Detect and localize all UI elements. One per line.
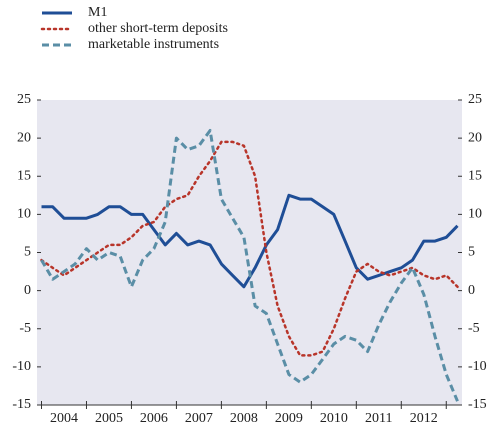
- y-tick-label: 5: [24, 245, 31, 260]
- y-tick-label: 20: [17, 130, 31, 145]
- x-tick-label: 2005: [95, 411, 123, 426]
- y-tick-label: -5: [19, 321, 31, 336]
- x-tick-label: 2004: [50, 411, 78, 426]
- plot-area: [37, 100, 462, 405]
- x-tick-label: 2009: [275, 411, 303, 426]
- y-tick-label: -10: [12, 359, 31, 374]
- y2-tick-label: 5: [468, 245, 475, 260]
- x-tick-label: 2011: [365, 411, 392, 426]
- x-tick-label: 2008: [230, 411, 258, 426]
- y-tick-label: 25: [17, 92, 31, 107]
- legend-label: other short-term deposits: [88, 21, 228, 36]
- x-tick-label: 2012: [410, 411, 438, 426]
- x-tick-label: 2006: [140, 411, 168, 426]
- y2-tick-label: 0: [468, 283, 475, 298]
- y-tick-label: -15: [12, 397, 31, 412]
- series-line: [40, 129, 459, 402]
- y2-tick-label: 25: [468, 92, 482, 107]
- y-tick-label: 10: [17, 207, 31, 222]
- series-line: [40, 140, 459, 357]
- x-tick-label: 2007: [185, 411, 213, 426]
- legend-label: marketable instruments: [88, 37, 219, 52]
- y2-tick-label: 15: [468, 168, 482, 183]
- y2-tick-label: -10: [468, 359, 487, 374]
- legend-label: M1: [88, 5, 107, 20]
- y2-tick-label: -15: [468, 397, 487, 412]
- y-tick-label: 15: [17, 168, 31, 183]
- y2-tick-label: -5: [468, 321, 480, 336]
- y2-tick-label: 20: [468, 130, 482, 145]
- y2-tick-label: 10: [468, 207, 482, 222]
- x-tick-label: 2010: [320, 411, 348, 426]
- y-tick-label: 0: [24, 283, 31, 298]
